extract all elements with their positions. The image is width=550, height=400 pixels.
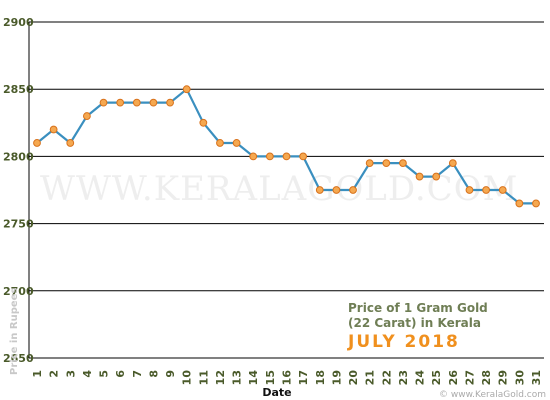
data-point <box>332 186 341 194</box>
data-point <box>216 139 224 147</box>
data-point <box>33 139 41 147</box>
x-tick-label: 1 <box>31 370 44 378</box>
y-tick-label: 2900 <box>3 16 34 29</box>
x-tick-label: 25 <box>430 370 443 385</box>
x-tick-label: 26 <box>447 370 460 386</box>
caption-month: JULY 2018 <box>347 332 460 352</box>
caption-title-line1: Price of 1 Gram Gold <box>348 301 488 315</box>
x-tick-label: 3 <box>64 370 77 378</box>
x-tick-label: 7 <box>131 370 144 378</box>
data-point <box>498 186 507 194</box>
x-tick-label: 18 <box>314 370 327 385</box>
x-tick-label: 6 <box>114 370 127 378</box>
x-tick-label: 9 <box>164 370 177 378</box>
y-tick-label: 2850 <box>3 83 34 96</box>
data-point <box>282 152 291 161</box>
y-axis-label: Price in Rupees <box>9 288 20 375</box>
data-point <box>49 125 58 134</box>
data-point <box>432 172 441 181</box>
data-point <box>532 199 540 208</box>
x-tick-label: 11 <box>197 370 210 385</box>
x-tick-label: 2 <box>48 370 61 378</box>
y-tick-label: 2750 <box>3 218 34 231</box>
y-tick-label: 2800 <box>3 150 34 163</box>
data-point <box>482 186 491 194</box>
data-point <box>415 172 424 181</box>
x-axis-label: Date <box>262 386 291 399</box>
data-point <box>399 159 407 168</box>
x-tick-label: 31 <box>530 370 543 385</box>
credit-text: © www.KeralaGold.com <box>439 390 546 400</box>
data-point <box>448 159 457 168</box>
y-tick-label: 2700 <box>3 285 34 298</box>
data-point <box>382 159 391 168</box>
data-point <box>232 139 241 147</box>
x-tick-label: 27 <box>463 370 476 385</box>
x-tick-label: 12 <box>214 370 227 385</box>
x-tick-label: 23 <box>397 370 410 385</box>
caption-title-line2: (22 Carat) in Kerala <box>348 316 481 330</box>
data-point <box>182 85 191 94</box>
data-point <box>515 199 524 208</box>
x-tick-label: 30 <box>513 370 526 386</box>
x-tick-label: 10 <box>181 370 194 386</box>
x-tick-label: 13 <box>231 370 244 385</box>
data-point <box>83 112 91 120</box>
data-point <box>465 186 474 194</box>
x-tick-label: 28 <box>480 370 493 385</box>
x-tick-label: 20 <box>347 370 360 386</box>
data-point <box>315 186 324 194</box>
watermark: WWW.KERALAGOLD.COM <box>40 169 518 209</box>
data-point <box>149 98 158 107</box>
data-point <box>365 159 374 168</box>
x-tick-label: 22 <box>380 370 393 385</box>
data-point <box>299 152 308 161</box>
x-tick-label: 14 <box>247 370 260 386</box>
x-tick-label: 5 <box>98 370 111 378</box>
data-point <box>265 152 274 161</box>
data-point <box>199 118 208 127</box>
x-tick-label: 16 <box>281 370 294 386</box>
data-point <box>249 152 258 161</box>
x-tick-label: 4 <box>81 370 94 378</box>
x-tick-label: 19 <box>330 370 343 385</box>
data-point <box>116 98 125 107</box>
x-tick-label: 29 <box>497 370 510 385</box>
data-point <box>99 98 108 107</box>
data-point <box>66 139 75 147</box>
x-tick-label: 17 <box>297 370 310 385</box>
data-point <box>349 186 357 194</box>
y-tick-label: 2650 <box>3 352 34 365</box>
data-point <box>166 98 174 107</box>
x-tick-label: 8 <box>147 370 160 378</box>
x-tick-label: 21 <box>364 370 377 385</box>
x-tick-label: 15 <box>264 370 277 385</box>
data-point <box>132 98 141 107</box>
x-tick-label: 24 <box>414 370 427 386</box>
